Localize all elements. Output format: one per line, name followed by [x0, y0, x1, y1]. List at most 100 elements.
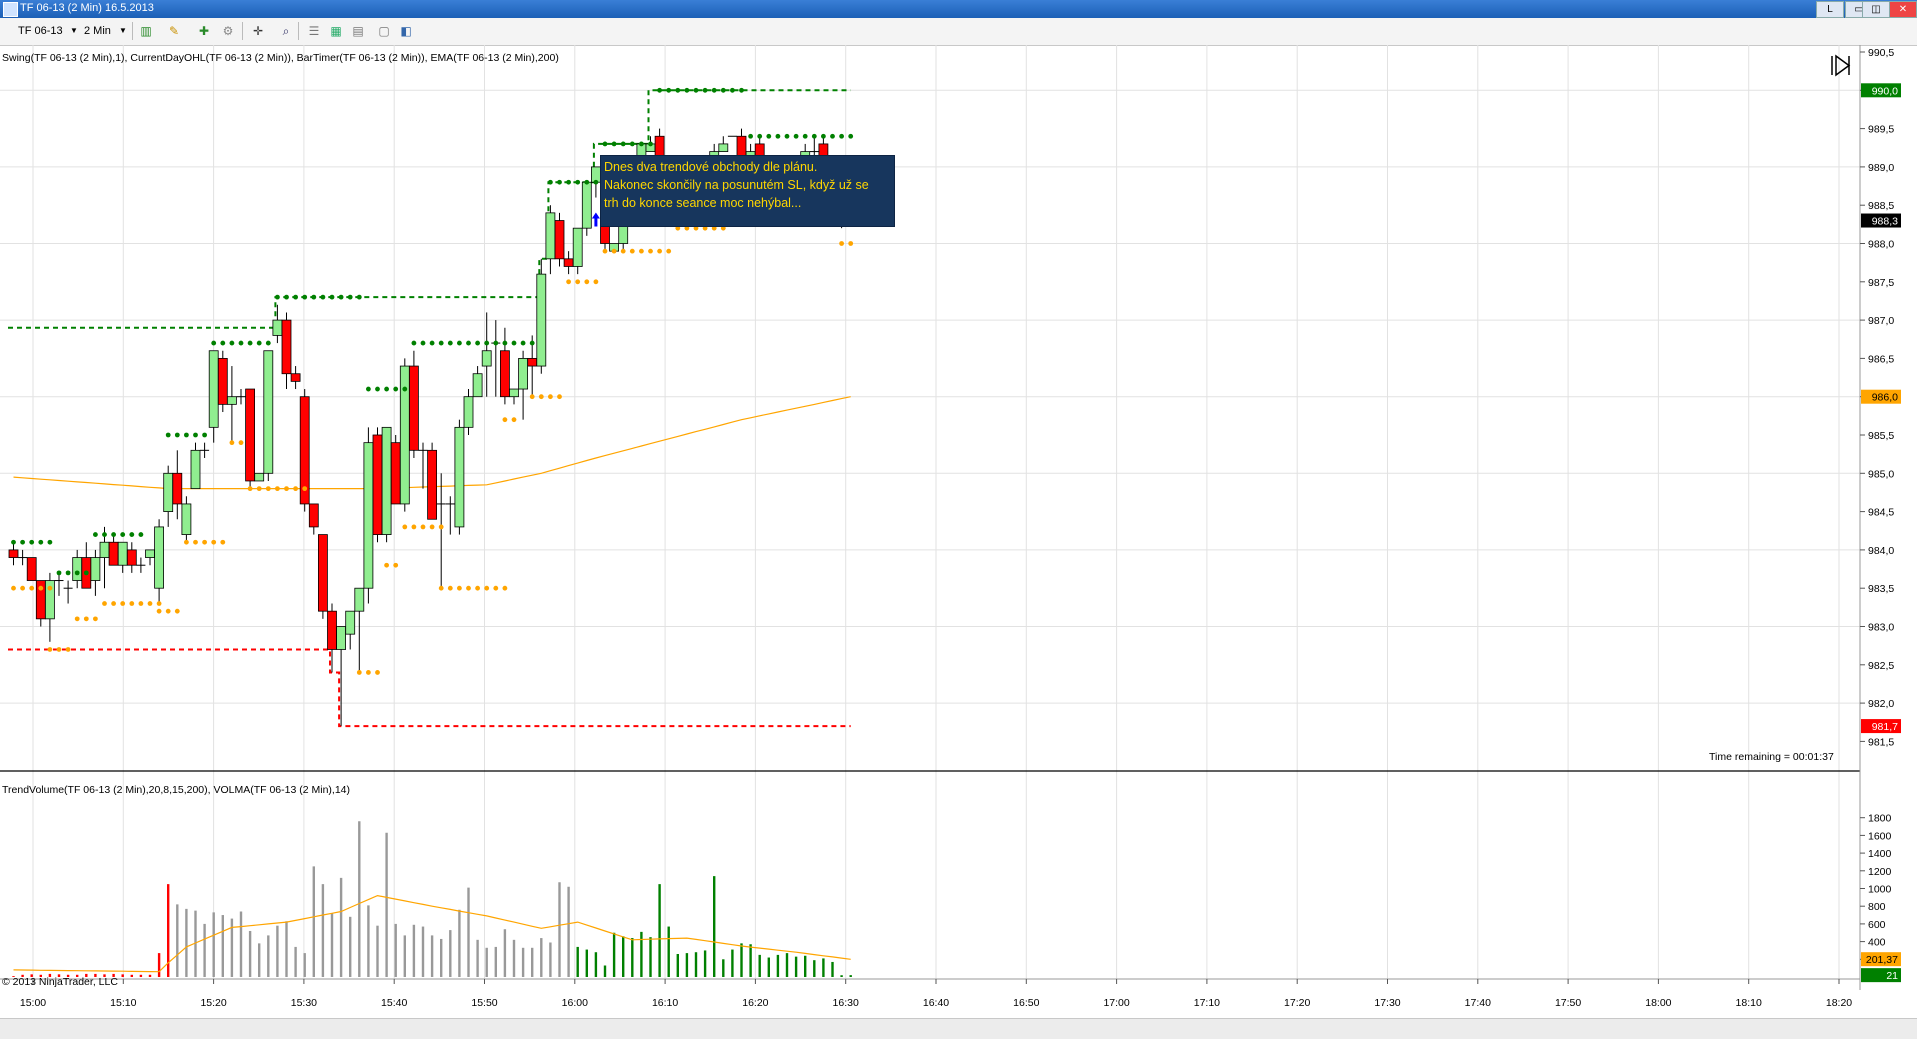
time-tick-label: 16:50 — [1013, 997, 1039, 1009]
swing-high-dot — [493, 340, 499, 346]
time-tick-label: 15:40 — [381, 997, 407, 1009]
candle-body — [154, 526, 165, 589]
swing-high-dot — [65, 570, 71, 576]
chevron-down-icon[interactable]: ▼ — [119, 26, 127, 35]
price-indicator-label: Swing(TF 06-13 (2 Min),1), CurrentDayOHL… — [2, 52, 559, 64]
interval-selector[interactable]: 2 Min — [84, 25, 111, 37]
candle — [509, 388, 519, 405]
data-box-icon[interactable]: ▦ — [330, 24, 342, 38]
candle — [718, 136, 729, 152]
candle — [163, 465, 174, 527]
candle — [491, 320, 501, 397]
draw-tool-icon[interactable]: ✎ — [168, 24, 180, 38]
swing-low-dot — [639, 248, 644, 254]
swing-high-dot — [129, 532, 135, 537]
swing-low-dot — [275, 486, 280, 492]
time-tick-label: 18:00 — [1645, 997, 1671, 1009]
candle-body — [518, 357, 528, 390]
candle — [299, 389, 310, 512]
candle-body — [718, 143, 729, 152]
swing-low-dot — [384, 562, 389, 568]
candle — [117, 541, 128, 573]
swing-high-dot — [402, 386, 408, 392]
candle-body — [427, 449, 438, 520]
swing-low-dot — [293, 486, 298, 492]
candle-body — [536, 273, 547, 367]
swing-low-dot — [47, 647, 53, 652]
bar-type-icon[interactable]: ▥ — [140, 24, 152, 38]
swing-low-dot — [393, 562, 399, 568]
chart-area[interactable]: 990,5 990,0 989,5 989,0 988,5 988,0 987,5 987,0… — [0, 45, 1917, 1011]
candle — [399, 358, 410, 512]
candle-body — [272, 319, 283, 336]
swing-low-dot — [529, 394, 535, 400]
price-tick-label: 986,5 — [1868, 353, 1894, 365]
swing-high-dot — [366, 386, 371, 392]
close-button[interactable]: ✕ — [1889, 1, 1917, 18]
candle — [281, 312, 292, 390]
candle — [236, 389, 246, 405]
chart-trader-icon[interactable]: ▤ — [352, 24, 364, 38]
swing-high-dot — [702, 87, 708, 93]
restore-button[interactable]: L — [1816, 1, 1844, 18]
swing-high-dot — [211, 340, 217, 346]
time-tick-label: 16:30 — [833, 997, 859, 1009]
swing-low-dot — [548, 394, 553, 400]
chevron-down-icon[interactable]: ▼ — [70, 26, 78, 35]
swing-high-dot — [593, 179, 599, 185]
swing-high-dot — [311, 294, 317, 300]
swing-high-dot — [484, 340, 490, 346]
candle-body — [554, 220, 565, 260]
candle-body — [263, 350, 274, 474]
time-tick-label: 17:50 — [1555, 997, 1581, 1009]
candle-body — [581, 181, 592, 229]
swing-low-dot — [111, 601, 116, 606]
window-title: TF 06-13 (2 Min) 16.5.2013 — [20, 2, 154, 14]
candle — [545, 205, 556, 275]
time-tick-label: 17:40 — [1465, 997, 1491, 1009]
price-marker-box — [1861, 213, 1901, 228]
swing-low-dot — [402, 524, 408, 530]
chart-note[interactable]: Dnes dva trendové obchody dle plánu. Nak… — [600, 155, 895, 227]
price-marker-box — [1861, 389, 1901, 404]
strategy-icon[interactable]: ⚙ — [222, 24, 234, 38]
candle-body — [72, 557, 83, 581]
swing-low-dot — [47, 585, 53, 591]
candle — [390, 435, 401, 505]
window-linking-icon[interactable]: ◧ — [400, 24, 412, 38]
candle — [81, 542, 92, 589]
candle-body — [308, 503, 319, 528]
candle — [108, 534, 119, 566]
swing-high-dot — [520, 340, 526, 346]
add-indicator-icon[interactable]: ✚ — [198, 24, 210, 38]
swing-low-dot — [666, 248, 672, 254]
horizontal-scrollbar[interactable] — [0, 1018, 1917, 1039]
template-icon[interactable]: ▢ — [378, 24, 390, 38]
properties-icon[interactable]: ☰ — [308, 24, 320, 38]
price-tick-label: 985,0 — [1868, 468, 1894, 480]
maximize-button[interactable]: ◫ — [1862, 1, 1890, 18]
instrument-selector[interactable]: TF 06-13 — [18, 25, 63, 37]
swing-high-dot — [29, 539, 35, 545]
candle — [263, 350, 274, 481]
candle-body — [90, 557, 101, 581]
swing-low-dot — [457, 585, 462, 591]
price-marker: 986,0 — [1861, 389, 1901, 404]
swing-high-dot — [620, 141, 626, 147]
scroll-end-icon[interactable] — [1831, 54, 1851, 77]
crosshair-icon[interactable]: ✛ — [252, 24, 264, 38]
swing-high-dot — [83, 570, 89, 576]
zoom-icon[interactable]: ⌕ — [282, 24, 290, 38]
toolbar-separator — [132, 22, 133, 40]
candle-body — [481, 350, 492, 367]
swing-low-dot — [202, 539, 208, 545]
time-tick-label: 15:30 — [291, 997, 317, 1009]
candle — [226, 366, 237, 443]
candle-body — [190, 449, 201, 490]
swing-high-dot — [375, 386, 380, 392]
candle-body — [99, 541, 110, 558]
swing-low-dot — [165, 608, 171, 614]
axis-layer: 990,5 990,0 989,5 989,0 988,5 988,0 987,5 987,0… — [20, 47, 1901, 1009]
swing-low-dot — [429, 524, 435, 530]
swing-high-dot — [811, 133, 817, 139]
